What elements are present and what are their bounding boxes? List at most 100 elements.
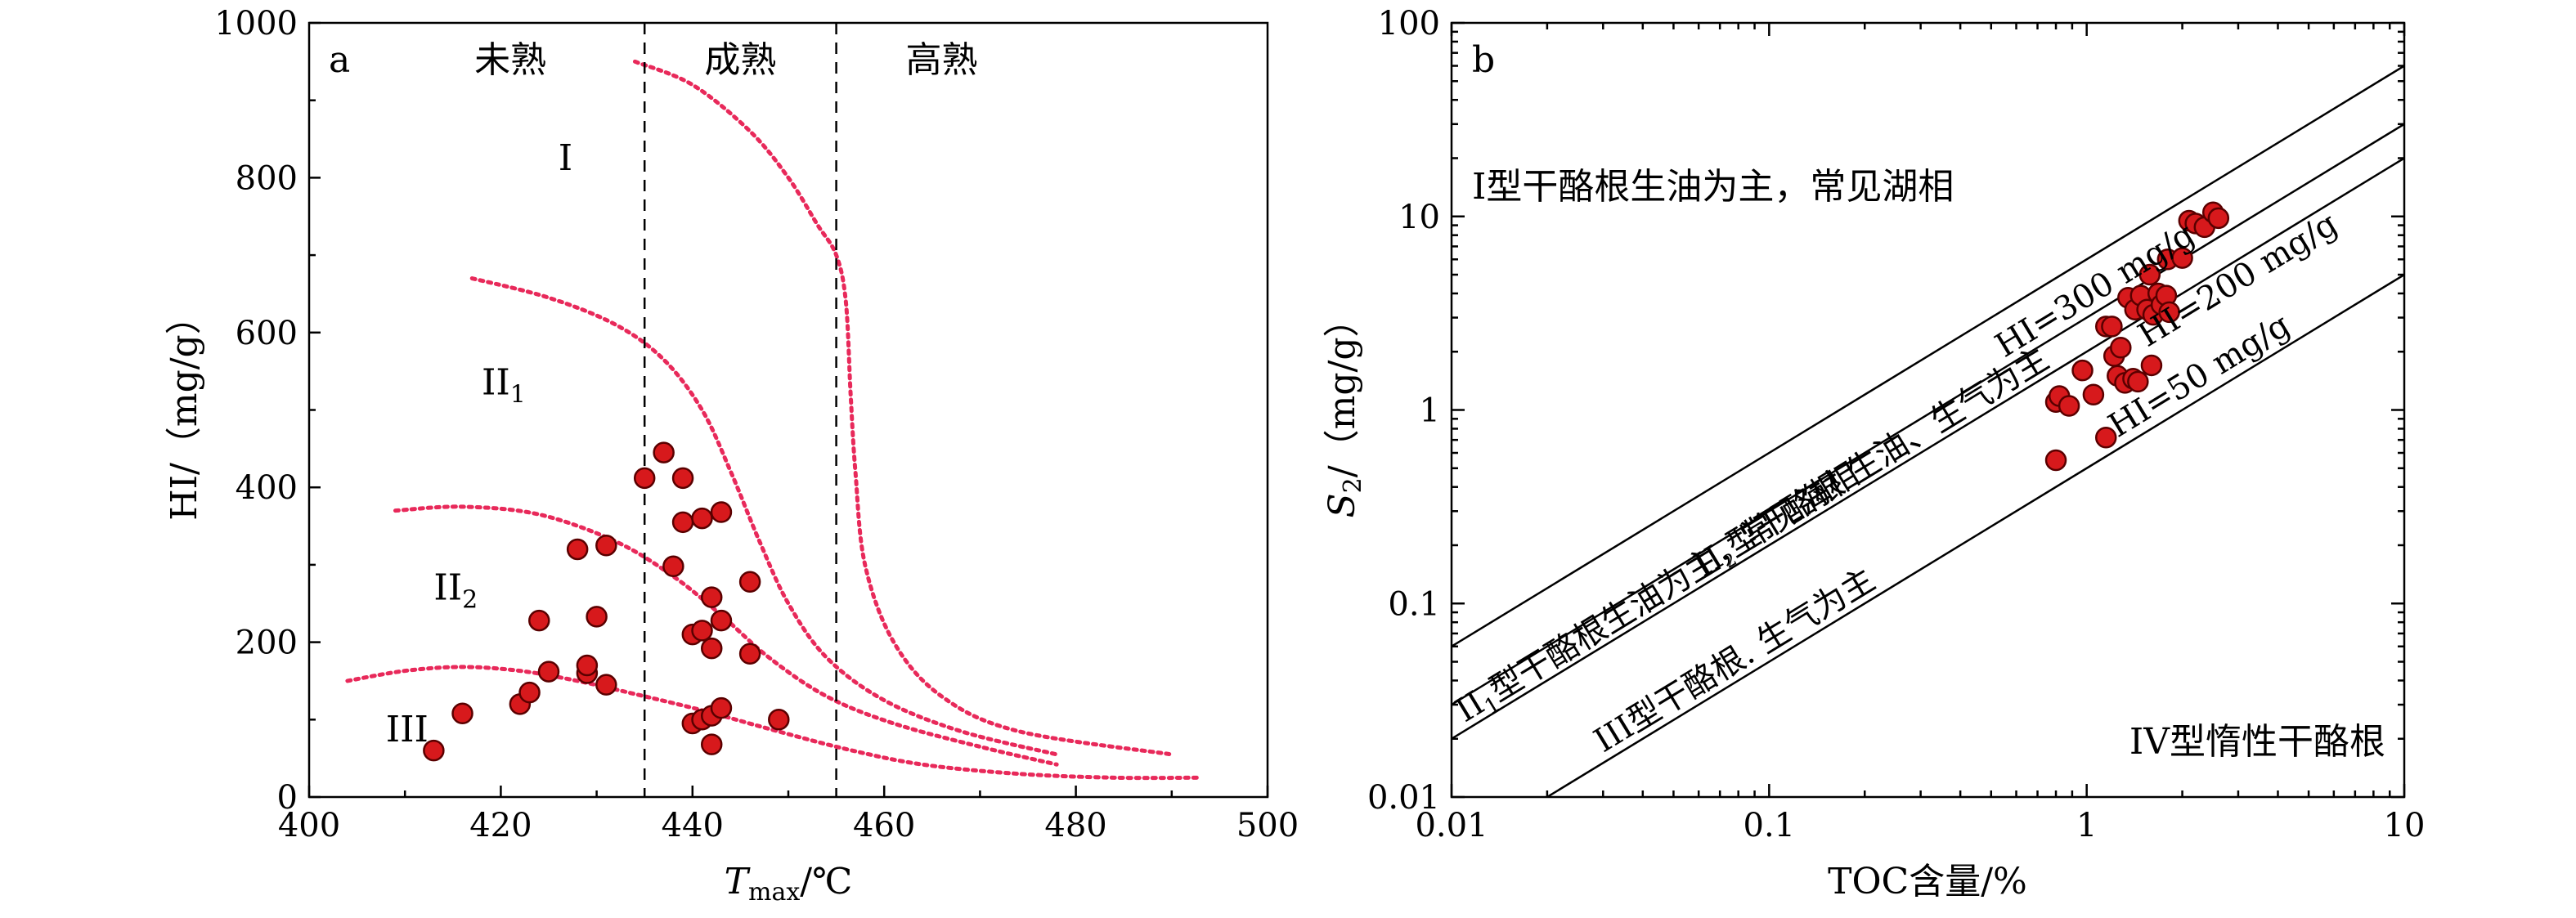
panel-b: 0.01 0.1 1 10 0.01 0.1 1 10 100 b S2/（mg/g） TOC含… — [1322, 5, 2425, 902]
hi-line — [1452, 123, 2404, 706]
kerogen-label-sub: 1 — [510, 381, 526, 410]
panel-b-xlabel: TOC含量/% — [1828, 861, 2027, 902]
panel-b-ylabel-sub: 2 — [1339, 477, 1367, 493]
data-point — [2071, 359, 2094, 382]
data-point — [700, 733, 723, 755]
data-point — [2058, 395, 2080, 417]
region-label-type-iv: IV型惰性干酪根 — [2129, 721, 2385, 763]
y-tick-label: 0 — [277, 779, 298, 817]
data-point — [528, 609, 550, 632]
data-point — [566, 538, 589, 561]
data-point — [2044, 449, 2067, 472]
x-tick-label: 460 — [853, 807, 915, 844]
hi-line — [1452, 65, 2404, 647]
data-point — [423, 739, 445, 762]
y-tick-label: 0.01 — [1367, 779, 1440, 817]
data-point — [2171, 247, 2193, 269]
kerogen-label: III — [386, 709, 429, 750]
curve-i — [632, 59, 1174, 757]
data-point — [738, 643, 761, 665]
panel-b-hi-lines — [1452, 65, 2404, 797]
y-tick-label: 800 — [236, 159, 298, 197]
panel-a-ylabel: HI/（mg/g） — [164, 298, 205, 520]
data-point — [710, 609, 733, 632]
data-point — [738, 571, 761, 593]
y-tick-label: 0.1 — [1388, 585, 1440, 623]
curve-ii2 — [393, 504, 1059, 767]
x-tick-label: 440 — [662, 807, 724, 844]
x-tick-label: 400 — [278, 807, 340, 844]
panel-b-ylabel-unit: /（mg/g） — [1322, 302, 1363, 478]
data-point — [691, 507, 713, 530]
kerogen-label: II2 — [433, 567, 478, 615]
kerogen-label-sub: 2 — [462, 586, 478, 615]
data-point — [2101, 316, 2123, 338]
data-point — [2127, 370, 2149, 393]
panel-b-ticks: 0.01 0.1 1 10 0.01 0.1 1 10 100 — [1367, 5, 2426, 844]
kerogen-label-main: II — [482, 362, 510, 404]
data-point — [2082, 383, 2105, 406]
zone-label: 未熟 — [474, 39, 546, 81]
panel-a-frame — [307, 21, 1269, 799]
panel-a-xlabel-main: T — [725, 861, 752, 902]
zone-label: 成熟 — [704, 39, 776, 81]
data-point — [2140, 354, 2163, 377]
y-tick-label: 1 — [1420, 392, 1440, 430]
data-point — [691, 620, 713, 642]
panel-a-ticks: 400 420 440 460 480 500 0 200 400 600 800 1000 — [214, 5, 1299, 844]
hi-line — [1545, 273, 2404, 797]
data-point — [595, 674, 617, 696]
x-tick-label: 1 — [2076, 807, 2097, 844]
data-point — [710, 696, 733, 719]
hi-line — [1452, 157, 2404, 740]
data-point — [2094, 427, 2117, 449]
panel-a-xlabel: Tmax/℃ — [725, 861, 853, 907]
panel-a-xlabel-sub: max — [748, 878, 800, 907]
panel-a-points — [423, 441, 790, 762]
kerogen-label: I — [559, 137, 572, 179]
y-tick-label: 600 — [236, 315, 298, 352]
data-point — [700, 586, 723, 608]
data-point — [700, 637, 723, 660]
data-point — [671, 511, 694, 534]
kerogen-label-main: III — [386, 709, 429, 750]
kerogen-label-main: I — [559, 137, 572, 179]
y-tick-label: 1000 — [214, 5, 298, 43]
y-tick-label: 10 — [1398, 199, 1440, 236]
data-point — [2158, 301, 2180, 324]
x-tick-label: 500 — [1236, 807, 1299, 844]
data-point — [586, 606, 608, 628]
data-point — [710, 501, 733, 523]
data-point — [2207, 207, 2230, 230]
panel-b-ylabel-main: S — [1322, 493, 1363, 517]
y-tick-label: 400 — [236, 469, 298, 507]
panel-b-label: b — [1472, 39, 1495, 81]
data-point — [768, 709, 790, 731]
x-tick-label: 480 — [1044, 807, 1106, 844]
region-label-type-i: I型干酪根生油为主，常见湖相 — [1472, 166, 1954, 208]
panel-a: 400 420 440 460 480 500 0 200 400 600 800 1000 a HI… — [164, 5, 1299, 907]
data-point — [662, 555, 684, 578]
y-tick-label: 100 — [1378, 5, 1440, 43]
y-tick-label: 200 — [236, 625, 298, 662]
x-tick-label: 420 — [469, 807, 532, 844]
data-point — [653, 441, 675, 463]
data-point — [633, 467, 656, 490]
kerogen-label: II1 — [482, 362, 526, 410]
panel-a-xlabel-unit: /℃ — [800, 861, 852, 902]
data-point — [576, 654, 599, 677]
data-point — [2110, 336, 2132, 359]
data-point — [451, 702, 473, 724]
panel-b-labels: b S2/（mg/g） TOC含量/% I型干酪根生油为主，常见湖相 IV型惰性… — [1322, 39, 2385, 902]
panel-a-curves — [345, 59, 1203, 781]
data-point — [537, 661, 560, 683]
x-tick-label: 10 — [2384, 807, 2426, 844]
panel-b-ylabel: S2/（mg/g） — [1322, 302, 1367, 518]
data-point — [671, 467, 694, 490]
curve-ii1 — [469, 276, 1059, 757]
data-point — [2138, 263, 2161, 286]
panel-a-label: a — [329, 39, 350, 81]
zone-label: 高熟 — [906, 39, 978, 81]
